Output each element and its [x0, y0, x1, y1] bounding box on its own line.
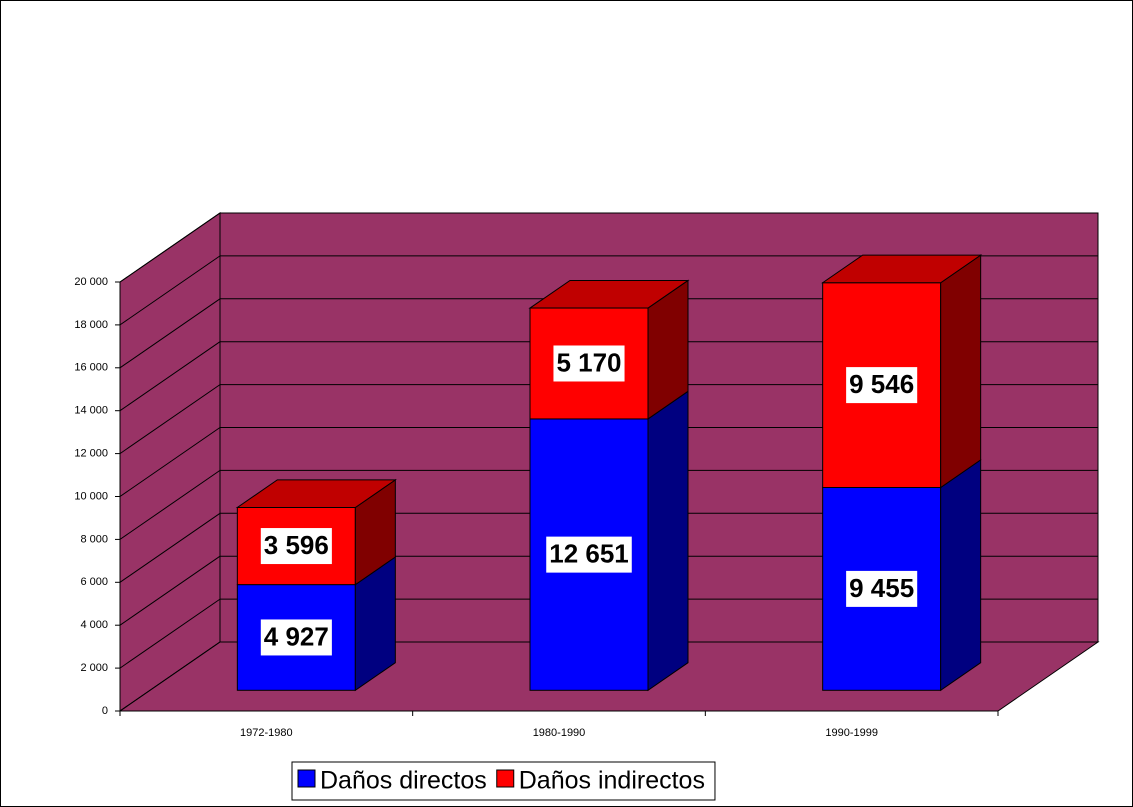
bar-side [647, 390, 689, 692]
bar-top [821, 254, 983, 284]
data-label: 12 651 [549, 538, 629, 568]
data-label: 9 455 [849, 573, 914, 603]
data-label: 5 170 [556, 347, 621, 377]
grid-line [119, 255, 221, 326]
legend-label: Daños directos [320, 767, 487, 795]
data-label: 4 927 [264, 621, 329, 651]
grid-line [119, 512, 221, 583]
bar-top [235, 479, 397, 508]
data-label-bg [846, 570, 918, 607]
y-tick-label: 6 000 [80, 576, 108, 588]
y-tick-label: 4 000 [80, 619, 108, 631]
x-tick-label: 1972-1980 [240, 727, 293, 739]
y-tick-label: 16 000 [74, 362, 108, 374]
y-tick-label: 20 000 [74, 276, 108, 288]
data-label-bg [260, 619, 332, 656]
data-label-bg [846, 367, 918, 404]
bar-top [528, 279, 690, 309]
grid-line [119, 427, 221, 497]
y-tick-label: 18 000 [74, 319, 108, 331]
grid-line [119, 641, 221, 712]
bar-side [940, 458, 982, 692]
y-tick-label: 10 000 [74, 490, 108, 502]
bar-side [940, 254, 982, 489]
grid-line [119, 469, 221, 540]
data-label-bg [260, 528, 332, 565]
x-tick-label: 1980-1990 [533, 727, 586, 739]
legend-swatch [297, 769, 316, 788]
grid-line [119, 298, 221, 369]
y-tick-label: 8 000 [80, 533, 108, 545]
y-tick-label: 0 [102, 705, 108, 717]
grid-line [119, 384, 221, 455]
y-tick-label: 2 000 [80, 662, 108, 674]
grid-line [119, 555, 221, 626]
data-label-bg [546, 536, 632, 573]
grid-line [119, 598, 221, 669]
data-label: 3 596 [264, 530, 329, 560]
data-label: 9 546 [849, 369, 914, 399]
y-tick-label: 14 000 [74, 405, 108, 417]
data-label-bg [553, 345, 625, 382]
legend-label: Daños indirectos [519, 767, 705, 795]
x-tick-label: 1990-1999 [825, 727, 878, 739]
legend-swatch [496, 769, 515, 788]
grid-line [119, 212, 221, 283]
y-tick-label: 12 000 [74, 448, 108, 460]
grid-line [119, 341, 221, 412]
